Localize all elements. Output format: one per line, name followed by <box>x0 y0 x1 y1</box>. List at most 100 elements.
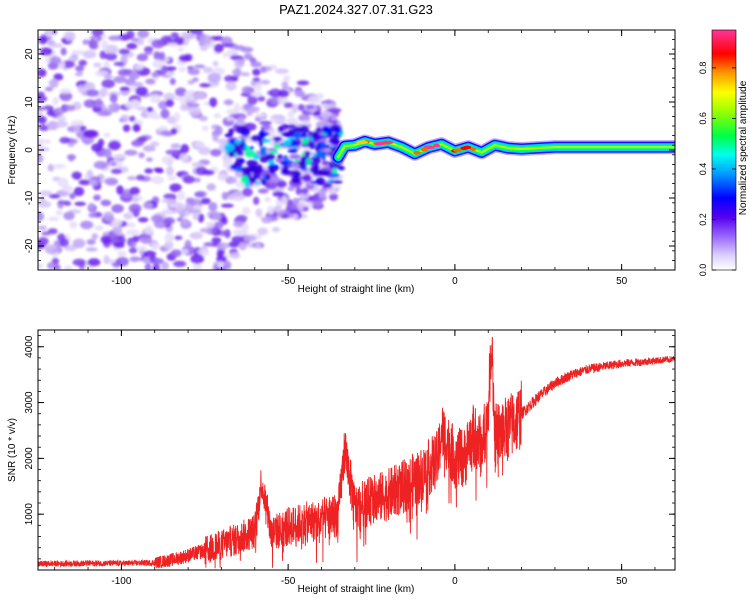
snr-x-axis-label: Height of straight line (km) <box>298 584 415 595</box>
spectrogram-noise-blob <box>202 169 215 176</box>
spectrogram-noise-blob <box>129 186 141 196</box>
spectrogram-noise-blob <box>85 247 98 252</box>
spectrogram-noise-blob <box>261 216 273 224</box>
spectrogram-noise-blob <box>229 252 241 259</box>
spectrogram-noise-blob <box>177 46 184 52</box>
spectrogram-noise-blob <box>281 196 288 205</box>
spectrogram-noise-blob <box>82 39 90 45</box>
spectrogram-noise-blob <box>281 81 289 89</box>
spectrogram-noise-blob <box>158 51 166 61</box>
spectrogram-noise-blob <box>189 30 203 35</box>
spectrogram-noise-blob <box>112 154 126 159</box>
spectrogram-noise-blob <box>97 110 112 117</box>
spectrogram-y-axis-label: Frequency (Hz) <box>7 116 18 185</box>
y-tick-label: 2000 <box>24 447 35 470</box>
spectrogram-signal-blob <box>277 154 283 159</box>
spectrogram-noise-blob <box>189 232 203 240</box>
colorbar-gradient <box>711 29 737 271</box>
spectrogram-noise-blob <box>300 192 310 201</box>
spectrogram-noise-blob <box>38 95 48 103</box>
colorbar-tick-label: 0.4 <box>698 163 708 176</box>
spectrogram-signal-blob <box>236 127 248 134</box>
colorbar-tick-label: 0.8 <box>698 62 708 75</box>
spectrogram-noise-blob <box>223 260 232 270</box>
spectrogram-signal-blob <box>329 172 340 178</box>
spectrogram-noise-blob <box>74 65 85 72</box>
spectrogram-noise-blob <box>86 89 99 97</box>
spectrogram-noise-blob <box>213 35 224 41</box>
y-tick-label: 20 <box>24 48 35 60</box>
spectrogram-noise-blob <box>260 66 267 74</box>
spectrogram-panel: -100 -50 0 50 20 10 0 -10 -20 Height of straigh… <box>7 29 676 295</box>
spectrogram-noise-blob <box>187 68 200 76</box>
spectrogram-noise-blob <box>100 40 109 51</box>
spectrogram-noise-blob <box>286 118 299 125</box>
spectrogram-noise-blob <box>258 120 273 125</box>
spectrogram-noise-blob <box>152 59 163 69</box>
spectrogram-noise-blob <box>91 30 104 37</box>
spectrogram-signal-blob <box>287 148 298 153</box>
spectrogram-noise-blob <box>149 93 162 104</box>
spectrogram-signal-blob <box>223 143 235 152</box>
spectrogram-noise-blob <box>270 114 285 120</box>
spectrogram-noise-blob <box>322 182 330 188</box>
spectrogram-noise-blob <box>212 60 219 67</box>
spectrogram-y-ticks: 20 10 0 -10 -20 <box>24 29 675 271</box>
y-tick-label: 10 <box>24 96 35 108</box>
spectrogram-signal-blob <box>283 124 296 128</box>
spectrogram-noise-blob <box>161 198 175 204</box>
spectrogram-signal-blob <box>249 178 257 184</box>
spectrogram-noise-blob <box>130 37 140 42</box>
spectrogram-noise-blob <box>74 71 83 77</box>
spectrogram-noise-blob <box>93 62 102 68</box>
spectrogram-noise-blob <box>169 183 182 192</box>
spectrogram-noise-blob <box>193 64 206 69</box>
spectrogram-signal-blob <box>293 139 302 147</box>
spectrogram-noise-blob <box>43 105 54 111</box>
spectrogram-noise-blob <box>254 243 262 249</box>
spectrogram-signal-blob <box>255 181 261 186</box>
spectrogram-noise-blob <box>38 236 49 246</box>
spectrogram-noise-blob <box>296 80 310 86</box>
spectrogram-signal-blob <box>244 149 256 158</box>
spectrogram-noise-blob <box>215 125 223 136</box>
spectrogram-noise-blob <box>176 217 183 222</box>
spectrogram-noise-blob <box>217 242 230 250</box>
spectrogram-noise-blob <box>44 86 54 92</box>
spectrogram-noise-blob <box>87 258 101 267</box>
spectrogram-noise-blob <box>257 188 269 194</box>
spectrogram-noise-blob <box>199 83 212 88</box>
spectrogram-noise-blob <box>247 106 260 113</box>
spectrogram-noise-blob <box>168 202 179 208</box>
spectrogram-noise-blob <box>327 107 342 113</box>
spectrogram-noise-blob <box>131 139 144 147</box>
spectrogram-noise-blob <box>329 192 338 201</box>
spectrogram-noise-blob <box>134 64 144 71</box>
spectrogram-signal-blob <box>264 173 271 181</box>
spectrogram-noise-blob <box>53 107 65 116</box>
spectrogram-noise-blob <box>129 256 141 262</box>
spectrogram-signal-blob <box>333 127 342 134</box>
spectrogram-noise-blob <box>283 102 294 109</box>
spectrogram-x-axis-label: Height of straight line (km) <box>298 284 415 295</box>
spectrogram-noise-blob <box>125 222 136 228</box>
spectrogram-noise-blob <box>297 104 305 111</box>
spectrogram-noise-blob <box>51 257 60 265</box>
spectrogram-noise-blob <box>200 197 211 205</box>
spectrogram-noise-blob <box>137 217 149 223</box>
spectrogram-noise-blob <box>52 97 59 106</box>
spectrogram-noise-blob <box>49 78 59 89</box>
spectrogram-noise-blob <box>137 30 150 39</box>
spectrogram-noise-blob <box>183 90 197 100</box>
spectrogram-noise-blob <box>237 116 245 123</box>
spectrogram-noise-blob <box>44 244 58 249</box>
y-tick-label: 3000 <box>24 391 35 414</box>
spectrogram-noise-blob <box>145 78 156 85</box>
spectrogram-noise-blob <box>287 110 295 118</box>
spectrogram-noise-blob <box>197 248 210 257</box>
spectrogram-noise-blob <box>117 250 127 257</box>
spectrogram-noise-blob <box>213 113 222 119</box>
spectrogram-noise-blob <box>264 196 271 203</box>
spectrogram-noise-blob <box>77 84 85 94</box>
spectrogram-noise-blob <box>223 158 233 167</box>
